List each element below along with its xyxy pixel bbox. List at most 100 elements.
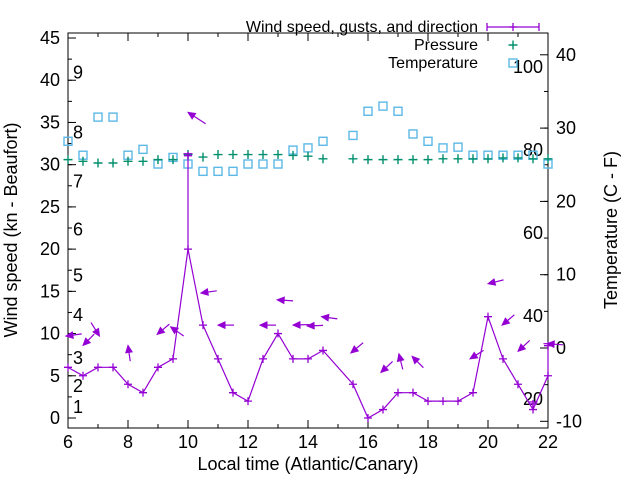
fahrenheit-label: 80 xyxy=(523,140,543,160)
wind-direction-arrow xyxy=(169,326,180,335)
wind-direction-arrow xyxy=(216,321,226,330)
beaufort-label: 2 xyxy=(73,376,83,396)
temperature-point xyxy=(138,144,148,155)
x-tick-label: 6 xyxy=(63,432,73,452)
wind-arrow-tail xyxy=(284,299,294,302)
pressure-point xyxy=(108,158,118,168)
temperature-point xyxy=(423,136,433,146)
x-tick-label: 16 xyxy=(358,432,378,452)
pressure-point xyxy=(153,155,163,165)
gust-marker xyxy=(184,151,192,160)
pressure-point xyxy=(228,150,238,160)
wind-point xyxy=(439,397,447,406)
wind-direction-arrow xyxy=(545,340,555,349)
wind-direction-arrow xyxy=(258,321,268,330)
wind-point xyxy=(274,329,282,338)
temperature-point xyxy=(63,136,73,146)
pressure-point xyxy=(273,150,283,160)
wind-direction-arrow xyxy=(349,345,360,354)
pressure-point xyxy=(258,150,268,160)
wind-direction-arrow xyxy=(380,364,390,374)
wind-direction-arrow xyxy=(396,352,405,363)
wind-point xyxy=(214,354,222,363)
pressure-point xyxy=(93,158,103,168)
wind-direction-arrow xyxy=(82,337,92,347)
x-tick-label: 14 xyxy=(298,432,318,452)
wind-arrow-tail xyxy=(416,360,424,369)
wind-point xyxy=(109,363,117,372)
fahrenheit-label: 60 xyxy=(523,223,543,243)
wind-direction-arrow xyxy=(468,351,479,360)
wind-arrow-tail xyxy=(507,314,515,322)
pressure-point xyxy=(543,154,553,164)
wind-direction-arrow xyxy=(186,111,197,120)
wind-point xyxy=(454,397,462,406)
fahrenheit-label: 40 xyxy=(523,306,543,326)
x-tick-label: 20 xyxy=(478,432,498,452)
wind-point xyxy=(349,380,357,389)
y-right-axis-title: Temperature (C - F) xyxy=(601,151,621,309)
temperature-point xyxy=(273,159,283,169)
x-axis-title: Local time (Atlantic/Canary) xyxy=(197,454,418,474)
legend-label: Wind speed, gusts, and direction xyxy=(246,19,478,36)
wind-point xyxy=(364,414,372,422)
wind-arrow-tail xyxy=(355,342,364,349)
y-right-tick-label: 40 xyxy=(556,45,576,65)
wind-point xyxy=(304,354,312,363)
y-left-tick-label: 15 xyxy=(40,281,60,301)
temperature-point xyxy=(198,166,208,177)
x-tick-label: 22 xyxy=(538,432,558,452)
wind-direction-arrow xyxy=(305,321,315,330)
wind-point xyxy=(244,397,252,406)
wind-point xyxy=(394,388,402,397)
pressure-point xyxy=(378,155,388,165)
wind-arrow-tail xyxy=(385,361,394,369)
legend-temperature-sample xyxy=(508,58,518,68)
wind-arrow-tail xyxy=(554,343,564,346)
wind-arrow-tail xyxy=(522,339,531,347)
beaufort-label: 5 xyxy=(73,265,83,285)
temperature-point xyxy=(438,143,448,153)
temperature-point xyxy=(348,130,358,141)
wind-direction-arrow xyxy=(411,355,421,365)
wind-point xyxy=(289,354,297,363)
wind-arrow-tail xyxy=(128,352,131,362)
beaufort-label: 6 xyxy=(73,220,83,240)
pressure-point xyxy=(393,155,403,165)
pressure-point xyxy=(408,155,418,165)
wind-arrow-tail xyxy=(87,333,95,341)
wind-direction-arrow xyxy=(517,343,527,353)
wind-arrow-tail xyxy=(162,323,170,331)
wind-arrow-tail xyxy=(494,279,504,283)
legend-label: Pressure xyxy=(414,37,478,54)
beaufort-label: 3 xyxy=(73,348,83,368)
wind-direction-arrow xyxy=(199,288,209,296)
pressure-point xyxy=(483,154,493,164)
beaufort-label: 4 xyxy=(73,305,83,325)
temperature-point xyxy=(108,112,118,122)
pressure-point xyxy=(513,153,523,163)
pressure-point xyxy=(168,155,178,165)
wind-point xyxy=(199,321,207,330)
temperature-point xyxy=(378,101,388,111)
wind-point xyxy=(79,371,87,380)
x-tick-label: 10 xyxy=(178,432,198,452)
x-tick-label: 12 xyxy=(238,432,258,452)
y-left-tick-label: 0 xyxy=(50,408,60,428)
beaufort-label: 8 xyxy=(73,123,83,143)
x-tick-label: 18 xyxy=(418,432,438,452)
temperature-point xyxy=(393,106,403,116)
wind-direction-arrow xyxy=(275,296,285,305)
wind-point xyxy=(514,380,522,389)
fahrenheit-label: 100 xyxy=(513,57,543,77)
temperature-point xyxy=(408,129,418,139)
temperature-point xyxy=(258,159,268,169)
wind-arrow-tail xyxy=(175,330,185,337)
pressure-point xyxy=(468,154,478,164)
wind-point xyxy=(94,363,102,372)
wind-arrow-tail xyxy=(193,115,206,125)
y-left-tick-label: 30 xyxy=(40,155,60,175)
fahrenheit-label: 20 xyxy=(523,389,543,409)
pressure-point xyxy=(423,155,433,165)
y-left-tick-label: 20 xyxy=(40,239,60,259)
